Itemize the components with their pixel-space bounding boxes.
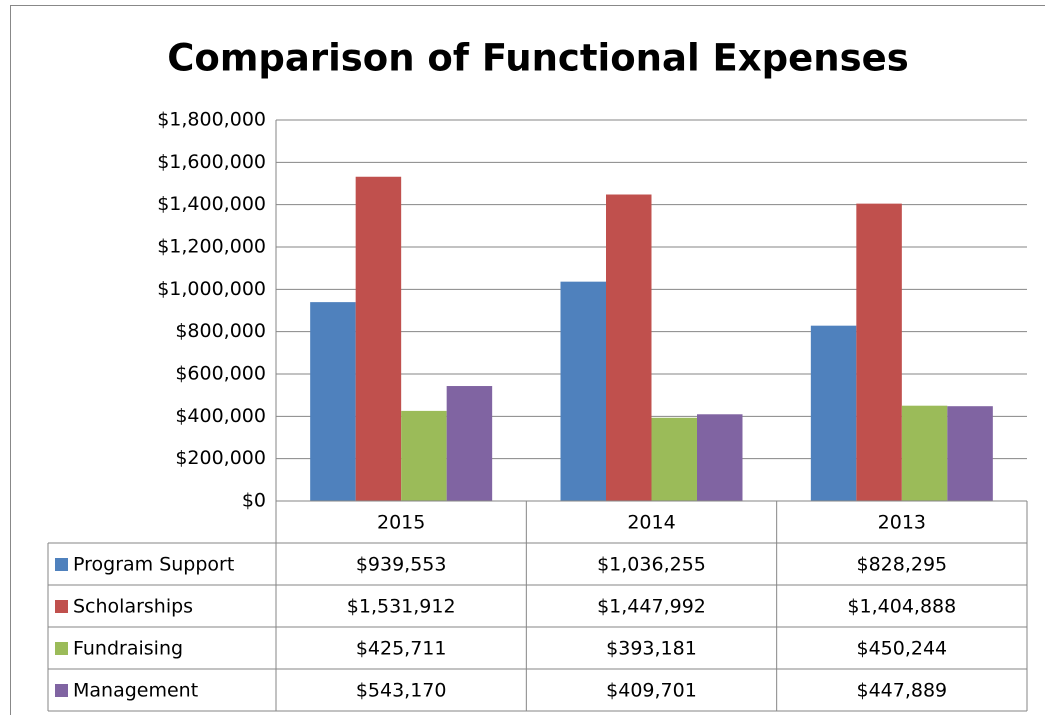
x-tick-label: 2013 xyxy=(878,512,926,534)
y-tick-label: $1,200,000 xyxy=(157,236,266,258)
chart-title: Comparison of Functional Expenses xyxy=(167,37,908,80)
bar xyxy=(560,281,606,501)
table-value: $450,244 xyxy=(856,638,947,660)
legend-key xyxy=(55,642,68,655)
x-tick-label: 2014 xyxy=(627,512,675,534)
y-tick-label: $1,600,000 xyxy=(157,151,266,173)
table-value: $543,170 xyxy=(356,680,447,702)
table-value: $828,295 xyxy=(856,554,947,576)
y-tick-label: $400,000 xyxy=(175,405,266,427)
table-value: $939,553 xyxy=(356,554,447,576)
bar xyxy=(355,176,402,501)
y-tick-label: $1,000,000 xyxy=(157,278,266,300)
table-value: $1,531,912 xyxy=(347,596,456,618)
y-tick-label: $200,000 xyxy=(175,447,266,469)
legend-label: Scholarships xyxy=(73,596,193,618)
bar xyxy=(606,194,652,501)
y-tick-label: $1,400,000 xyxy=(157,193,266,215)
bar xyxy=(856,203,902,502)
legend-key xyxy=(55,558,68,571)
y-tick-label: $1,800,000 xyxy=(157,109,266,131)
y-tick-label: $0 xyxy=(242,490,266,512)
table-value: $425,711 xyxy=(356,638,447,660)
table-value: $1,404,888 xyxy=(847,596,956,618)
chart-frame xyxy=(10,5,1045,715)
bar xyxy=(310,302,356,501)
y-tick-label: $600,000 xyxy=(175,363,266,385)
table-value: $1,036,255 xyxy=(597,554,706,576)
table-value: $1,447,992 xyxy=(597,596,706,618)
table-value: $393,181 xyxy=(606,638,697,660)
bar xyxy=(446,386,493,501)
x-tick-label: 2015 xyxy=(377,512,425,534)
legend-key xyxy=(55,684,68,697)
legend-key xyxy=(55,600,68,613)
bar xyxy=(947,406,993,501)
legend-label: Program Support xyxy=(73,554,234,576)
table-value: $447,889 xyxy=(856,680,947,702)
bar xyxy=(810,325,857,501)
legend-label: Fundraising xyxy=(73,638,183,660)
bar xyxy=(401,410,447,501)
bar xyxy=(697,414,743,501)
table-value: $409,701 xyxy=(606,680,697,702)
y-tick-label: $800,000 xyxy=(175,320,266,342)
bar xyxy=(651,417,697,501)
legend-label: Management xyxy=(73,680,198,702)
bar xyxy=(901,405,948,501)
